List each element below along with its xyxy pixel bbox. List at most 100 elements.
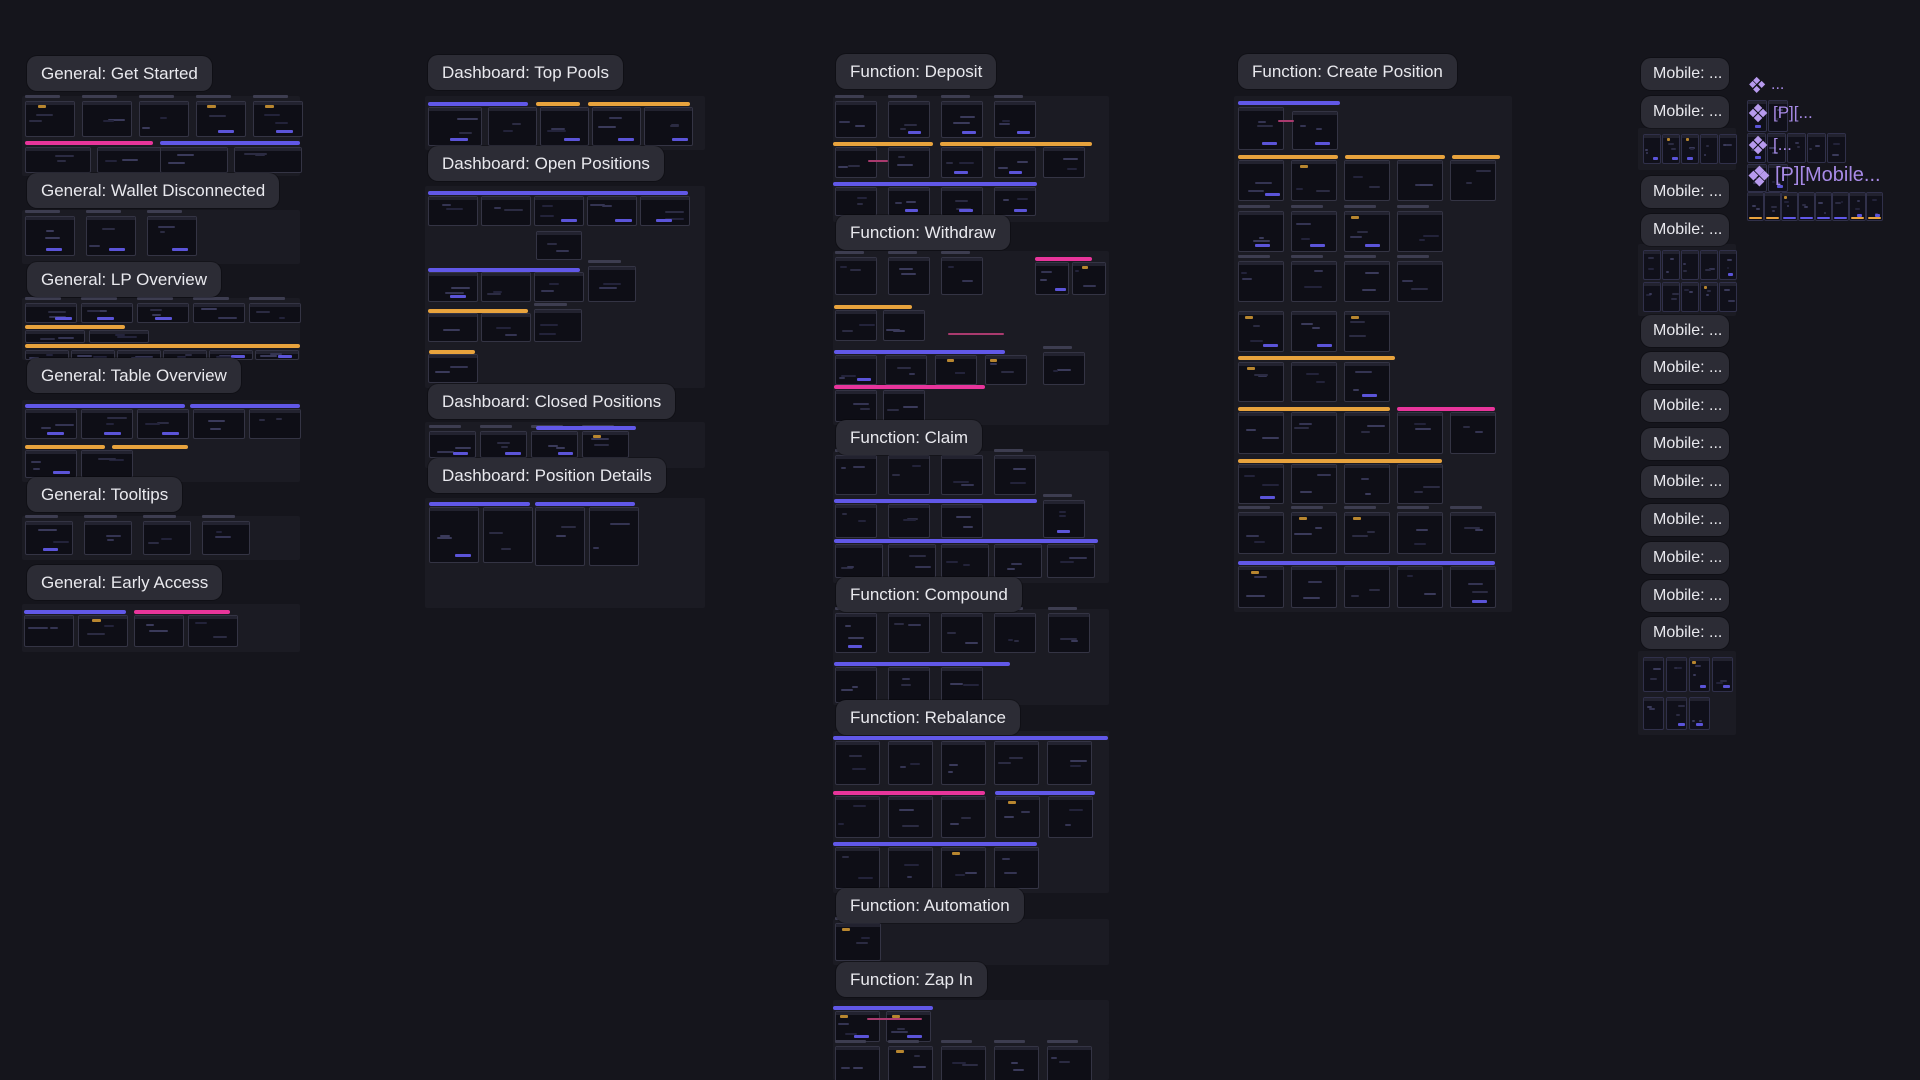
- frame-thumbnail[interactable]: [883, 390, 925, 422]
- frame-thumbnail[interactable]: [481, 272, 531, 302]
- mobile-frame-thumbnail[interactable]: [1768, 100, 1788, 132]
- frame-thumbnail[interactable]: [994, 147, 1036, 178]
- frame-thumbnail[interactable]: [644, 107, 693, 146]
- frame-thumbnail[interactable]: [428, 107, 482, 146]
- frame-thumbnail[interactable]: [428, 354, 478, 383]
- frame-thumbnail[interactable]: [84, 521, 132, 555]
- frame-thumbnail[interactable]: [483, 507, 533, 563]
- frame-thumbnail[interactable]: [25, 330, 85, 343]
- mobile-frame-thumbnail[interactable]: [1747, 192, 1764, 221]
- frame-thumbnail[interactable]: [935, 355, 977, 385]
- frame-thumbnail[interactable]: [1344, 211, 1390, 252]
- frame-thumbnail[interactable]: [835, 847, 880, 889]
- frame-thumbnail[interactable]: [1344, 566, 1390, 608]
- frame-thumbnail[interactable]: [428, 196, 478, 226]
- frame-thumbnail[interactable]: [587, 196, 637, 226]
- frame-thumbnail[interactable]: [994, 847, 1039, 889]
- frame-thumbnail[interactable]: [81, 409, 133, 439]
- frame-thumbnail[interactable]: [835, 257, 877, 295]
- section-label-automation[interactable]: Function: Automation: [836, 888, 1024, 924]
- frame-thumbnail[interactable]: [941, 147, 983, 178]
- frame-thumbnail[interactable]: [1344, 362, 1390, 402]
- frame-thumbnail[interactable]: [137, 303, 189, 323]
- mobile-frame-thumbnail[interactable]: [1681, 282, 1699, 312]
- frame-thumbnail[interactable]: [25, 216, 75, 256]
- frame-thumbnail[interactable]: [97, 147, 163, 173]
- frame-thumbnail[interactable]: [941, 455, 983, 495]
- frame-thumbnail[interactable]: [885, 355, 927, 385]
- frame-thumbnail[interactable]: [540, 107, 589, 146]
- frame-thumbnail[interactable]: [249, 303, 301, 323]
- mobile-frame-thumbnail[interactable]: [1643, 697, 1664, 730]
- mobile-frame-thumbnail[interactable]: [1700, 134, 1718, 164]
- frame-thumbnail[interactable]: [534, 196, 584, 226]
- frame-thumbnail[interactable]: [1072, 262, 1106, 295]
- frame-thumbnail[interactable]: [994, 1046, 1039, 1080]
- frame-thumbnail[interactable]: [480, 431, 527, 458]
- frame-thumbnail[interactable]: [25, 147, 91, 173]
- frame-thumbnail[interactable]: [640, 196, 690, 226]
- mobile-frame-thumbnail[interactable]: [1798, 192, 1815, 221]
- component-layer-item[interactable]: ...: [1748, 76, 1784, 94]
- frame-thumbnail[interactable]: [202, 521, 250, 555]
- frame-thumbnail[interactable]: [835, 544, 883, 578]
- section-label-mobile-11[interactable]: Mobile: ...: [1641, 542, 1729, 574]
- frame-thumbnail[interactable]: [481, 313, 531, 342]
- frame-thumbnail[interactable]: [941, 847, 986, 889]
- frame-thumbnail[interactable]: [835, 741, 880, 785]
- frame-thumbnail[interactable]: [888, 544, 936, 578]
- frame-thumbnail[interactable]: [1238, 211, 1284, 252]
- section-label-zap-in[interactable]: Function: Zap In: [836, 962, 987, 998]
- frame-thumbnail[interactable]: [1047, 741, 1092, 785]
- mobile-frame-thumbnail[interactable]: [1700, 282, 1718, 312]
- frame-thumbnail[interactable]: [536, 231, 582, 260]
- frame-thumbnail[interactable]: [1397, 412, 1443, 454]
- frame-thumbnail[interactable]: [535, 507, 585, 566]
- frame-thumbnail[interactable]: [1397, 211, 1443, 252]
- frame-thumbnail[interactable]: [1450, 566, 1496, 608]
- frame-thumbnail[interactable]: [582, 431, 629, 458]
- mobile-frame-thumbnail[interactable]: [1681, 134, 1699, 164]
- frame-thumbnail[interactable]: [1238, 107, 1284, 150]
- frame-thumbnail[interactable]: [89, 330, 149, 343]
- frame-thumbnail[interactable]: [1344, 160, 1390, 201]
- frame-thumbnail[interactable]: [1291, 160, 1337, 201]
- frame-thumbnail[interactable]: [249, 409, 301, 439]
- frame-thumbnail[interactable]: [994, 187, 1036, 216]
- mobile-frame-thumbnail[interactable]: [1689, 697, 1710, 730]
- frame-thumbnail[interactable]: [835, 796, 880, 838]
- section-label-mobile-9[interactable]: Mobile: ...: [1641, 466, 1729, 498]
- section-label-compound[interactable]: Function: Compound: [836, 577, 1022, 613]
- frame-thumbnail[interactable]: [1397, 261, 1443, 302]
- section-label-mobile-10[interactable]: Mobile: ...: [1641, 504, 1729, 536]
- frame-thumbnail[interactable]: [428, 313, 478, 342]
- frame-thumbnail[interactable]: [1292, 111, 1338, 150]
- frame-thumbnail[interactable]: [1238, 160, 1284, 201]
- section-label-create-position[interactable]: Function: Create Position: [1238, 54, 1457, 90]
- frame-thumbnail[interactable]: [25, 303, 77, 323]
- frame-thumbnail[interactable]: [985, 355, 1027, 385]
- frame-thumbnail[interactable]: [1344, 412, 1390, 454]
- frame-thumbnail[interactable]: [1238, 512, 1284, 554]
- frame-thumbnail[interactable]: [994, 544, 1042, 578]
- section-label-get-started[interactable]: General: Get Started: [27, 56, 212, 92]
- section-label-claim[interactable]: Function: Claim: [836, 420, 983, 456]
- section-label-mobile-13[interactable]: Mobile: ...: [1641, 617, 1729, 649]
- mobile-frame-thumbnail[interactable]: [1832, 192, 1849, 221]
- mobile-frame-thumbnail[interactable]: [1719, 250, 1737, 280]
- frame-thumbnail[interactable]: [589, 507, 639, 566]
- frame-thumbnail[interactable]: [592, 107, 641, 146]
- frame-thumbnail[interactable]: [1291, 464, 1337, 504]
- mobile-frame-thumbnail[interactable]: [1849, 192, 1866, 221]
- frame-thumbnail[interactable]: [1048, 796, 1093, 838]
- mobile-frame-thumbnail[interactable]: [1662, 134, 1680, 164]
- frame-thumbnail[interactable]: [255, 350, 299, 360]
- frame-thumbnail[interactable]: [835, 147, 877, 178]
- frame-thumbnail[interactable]: [835, 504, 877, 538]
- frame-thumbnail[interactable]: [888, 147, 930, 178]
- frame-thumbnail[interactable]: [143, 521, 191, 555]
- frame-thumbnail[interactable]: [25, 409, 77, 439]
- frame-thumbnail[interactable]: [1291, 211, 1337, 252]
- section-label-open-positions[interactable]: Dashboard: Open Positions: [428, 146, 664, 182]
